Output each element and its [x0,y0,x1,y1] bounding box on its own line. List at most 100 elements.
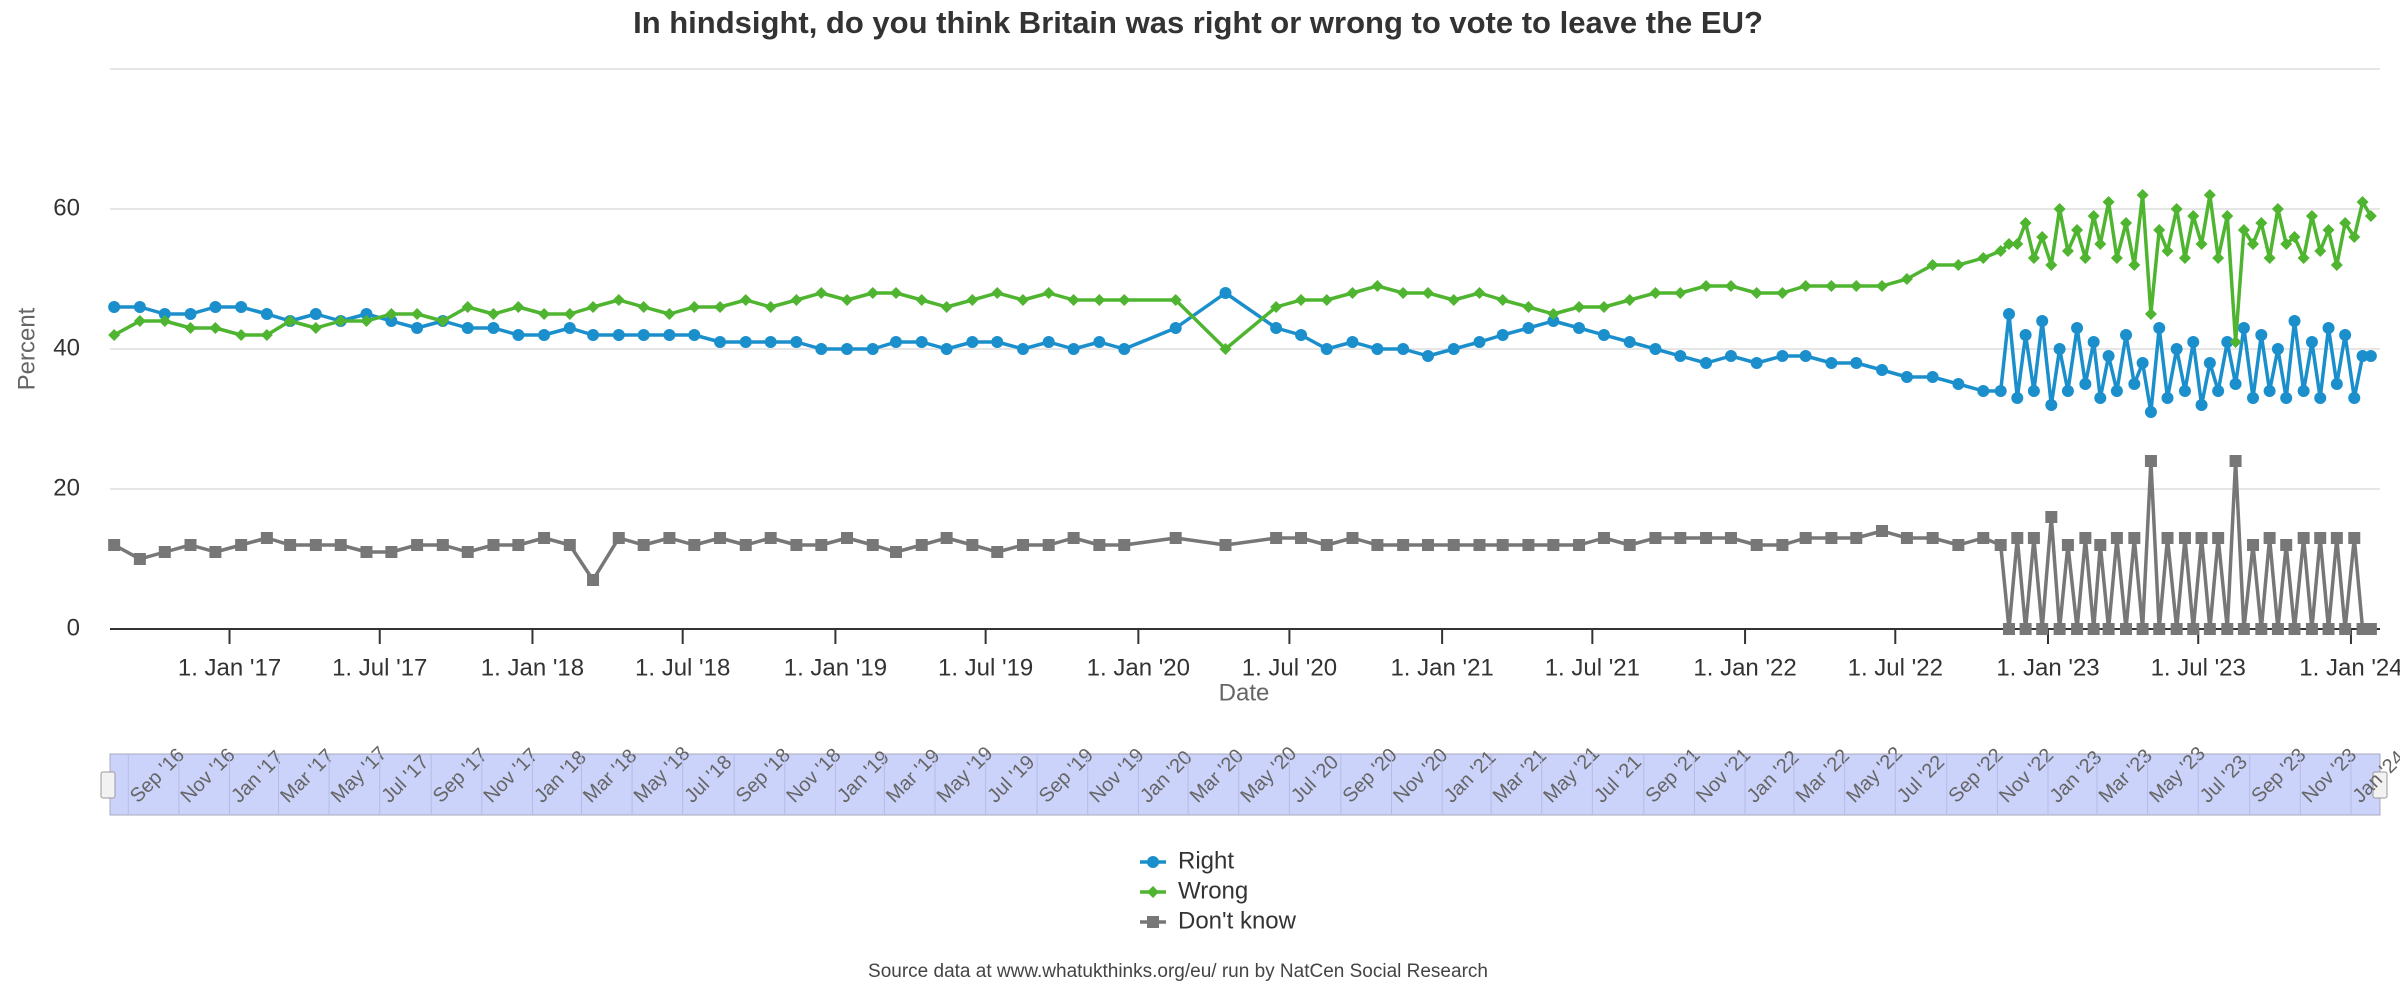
data-point [2053,343,2066,355]
data-point [1371,343,1384,355]
data-point [2280,392,2293,404]
data-point [108,539,121,551]
data-point [512,329,525,341]
data-point [2187,623,2200,635]
data-point [790,336,803,348]
data-point [1900,371,1913,383]
legend-label: Don't know [1178,907,1297,934]
data-point [2087,210,2100,222]
data-point [2203,623,2216,635]
data-point [1876,364,1889,376]
data-point [2195,399,2208,411]
data-point [991,336,1004,348]
data-point [2229,455,2242,467]
data-point [1825,280,1838,292]
data-point [1977,532,1990,544]
data-point [1994,385,2007,397]
data-point [2271,203,2284,215]
data-point [1320,539,1333,551]
data-point [1522,322,1535,334]
data-point [1799,280,1812,292]
data-point [2161,532,2174,544]
data-point [2120,623,2133,635]
data-point [2153,623,2166,635]
x-tick-label: 1. Jul '23 [2151,654,2246,681]
data-point [866,287,879,299]
data-point [2153,322,2166,334]
x-tick-label: 1. Jan '18 [481,654,584,681]
data-point [2237,623,2250,635]
data-point [2128,378,2141,390]
data-point [1169,322,1182,334]
data-point [1067,343,1080,355]
legend-item[interactable]: Don't know [1140,907,1297,934]
data-point [2203,189,2216,201]
data-point [158,308,171,320]
data-point [2153,224,2166,236]
data-point [1573,322,1586,334]
data-point [108,329,121,341]
data-point [461,546,474,558]
data-point [1977,252,1990,264]
data-point [2297,252,2310,264]
data-point [2170,623,2183,635]
data-point [1825,357,1838,369]
data-point [487,322,500,334]
data-point [436,315,449,327]
data-point [385,308,398,320]
data-point [108,301,121,313]
x-tick-label: 1. Jul '19 [938,654,1033,681]
legend-item[interactable]: Right [1140,847,1234,874]
data-point [1597,532,1610,544]
data-point [1952,259,1965,271]
navigator-handle-left[interactable] [100,771,116,799]
data-point [714,301,727,313]
data-point [2094,392,2107,404]
data-point [2094,539,2107,551]
data-point [1724,350,1737,362]
navigator-window[interactable] [109,753,2381,816]
data-point [1952,539,1965,551]
data-point [790,294,803,306]
data-point [991,287,1004,299]
y-axis-title: Percent [13,307,40,390]
data-point [1700,357,1713,369]
data-point [2002,308,2015,320]
data-point [2322,322,2335,334]
data-point [1926,371,1939,383]
data-point [1270,322,1283,334]
data-point [2102,623,2115,635]
data-point [2348,392,2361,404]
data-point [1346,287,1359,299]
data-point [1346,336,1359,348]
data-point [1219,287,1232,299]
data-point [2247,238,2260,250]
data-point [1219,343,1232,355]
y-tick-label: 60 [53,194,80,221]
data-point [764,532,777,544]
x-tick-label: 1. Jul '18 [635,654,730,681]
data-point [1042,539,1055,551]
data-point [1270,301,1283,313]
navigator-handle-right[interactable] [2372,771,2388,799]
data-point [815,343,828,355]
data-point [1900,273,1913,285]
data-point [512,301,525,313]
data-point [2187,210,2200,222]
data-point [1547,308,1560,320]
data-point [1994,539,2007,551]
data-point [714,336,727,348]
data-point [538,532,551,544]
data-point [1573,539,1586,551]
data-point [1876,525,1889,537]
x-tick-label: 1. Jul '17 [332,654,427,681]
legend-label: Wrong [1178,877,1248,904]
data-point [2136,189,2149,201]
data-point [2356,196,2369,208]
data-point [1724,280,1737,292]
data-point [587,301,600,313]
data-point [1016,539,1029,551]
data-point [2011,532,2024,544]
legend-item[interactable]: Wrong [1140,877,1248,904]
